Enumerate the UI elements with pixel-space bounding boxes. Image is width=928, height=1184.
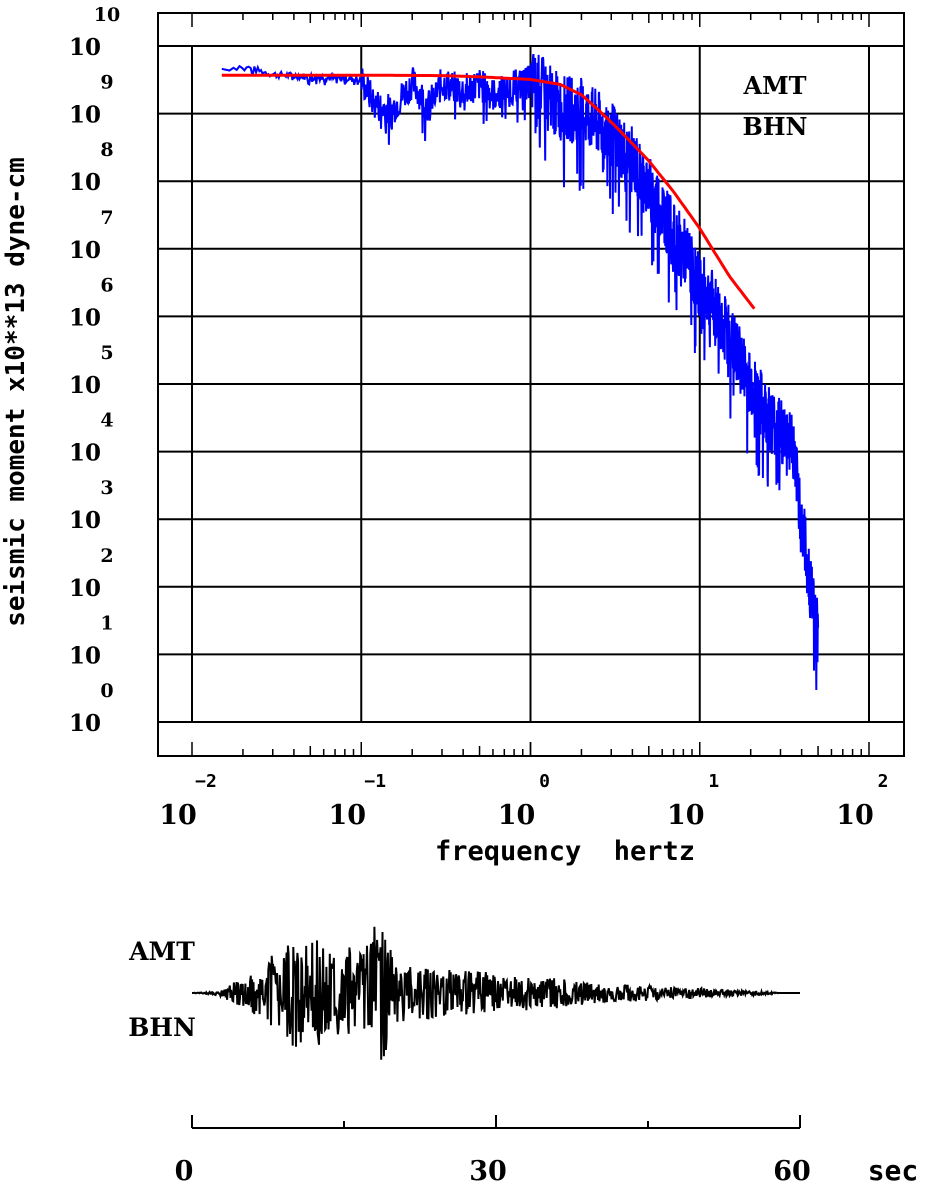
y-tick-base: 10 (69, 372, 101, 399)
waveform-label-bottom: BHN (128, 1013, 196, 1042)
model-fit-line (221, 73, 756, 310)
time-axis-label: sec (868, 1154, 919, 1184)
y-tick-base: 10 (69, 34, 101, 61)
x-tick-exponent: 0 (539, 771, 550, 792)
y-tick-base: 10 (69, 440, 101, 467)
x-tick-exponent: −2 (195, 771, 217, 792)
station-label: AMT (742, 71, 806, 100)
observed-spectrum-line (221, 53, 820, 691)
y-tick-base: 10 (69, 237, 101, 264)
x-tick-exponent: −1 (364, 771, 386, 792)
x-axis-label: frequency hertz (435, 836, 695, 867)
y-tick-exponent: 5 (100, 342, 113, 364)
y-tick-exponent: 8 (100, 139, 113, 161)
time-tick-label: 60 (773, 1156, 811, 1184)
y-tick-base: 10 (69, 642, 101, 669)
y-tick-exponent: 4 (100, 410, 113, 432)
station-label: BHN (743, 112, 808, 141)
y-axis-label: seismic moment x10**13 dyne-cm (1, 157, 31, 627)
y-tick-base: 10 (69, 575, 101, 602)
x-tick-base: 10 (159, 800, 197, 831)
y-tick-base: 10 (69, 169, 101, 196)
x-tick-base: 10 (667, 800, 705, 831)
y-tick-exponent: 6 (100, 274, 113, 296)
x-tick-exponent: 1 (708, 771, 719, 792)
waveform-label-top: AMT (128, 937, 195, 966)
x-tick-base: 10 (836, 800, 874, 831)
y-tick-exponent: 3 (100, 477, 113, 499)
y-tick-exponent: 2 (100, 545, 113, 567)
y-tick-exponent: 10 (94, 4, 120, 26)
y-tick-exponent: 1 (100, 612, 113, 634)
y-tick-base: 10 (69, 710, 101, 737)
x-tick-exponent: 2 (878, 771, 889, 792)
time-tick-label: 30 (469, 1156, 507, 1184)
y-tick-exponent: 0 (100, 680, 113, 702)
x-tick-base: 10 (498, 800, 536, 831)
waveform-trace (192, 926, 800, 1060)
y-tick-exponent: 7 (100, 207, 113, 229)
x-tick-base: 10 (328, 800, 366, 831)
time-tick-label: 0 (175, 1156, 194, 1184)
y-tick-base: 10 (69, 102, 101, 129)
y-tick-base: 10 (69, 304, 101, 331)
y-tick-exponent: 9 (100, 72, 113, 94)
y-tick-base: 10 (69, 507, 101, 534)
